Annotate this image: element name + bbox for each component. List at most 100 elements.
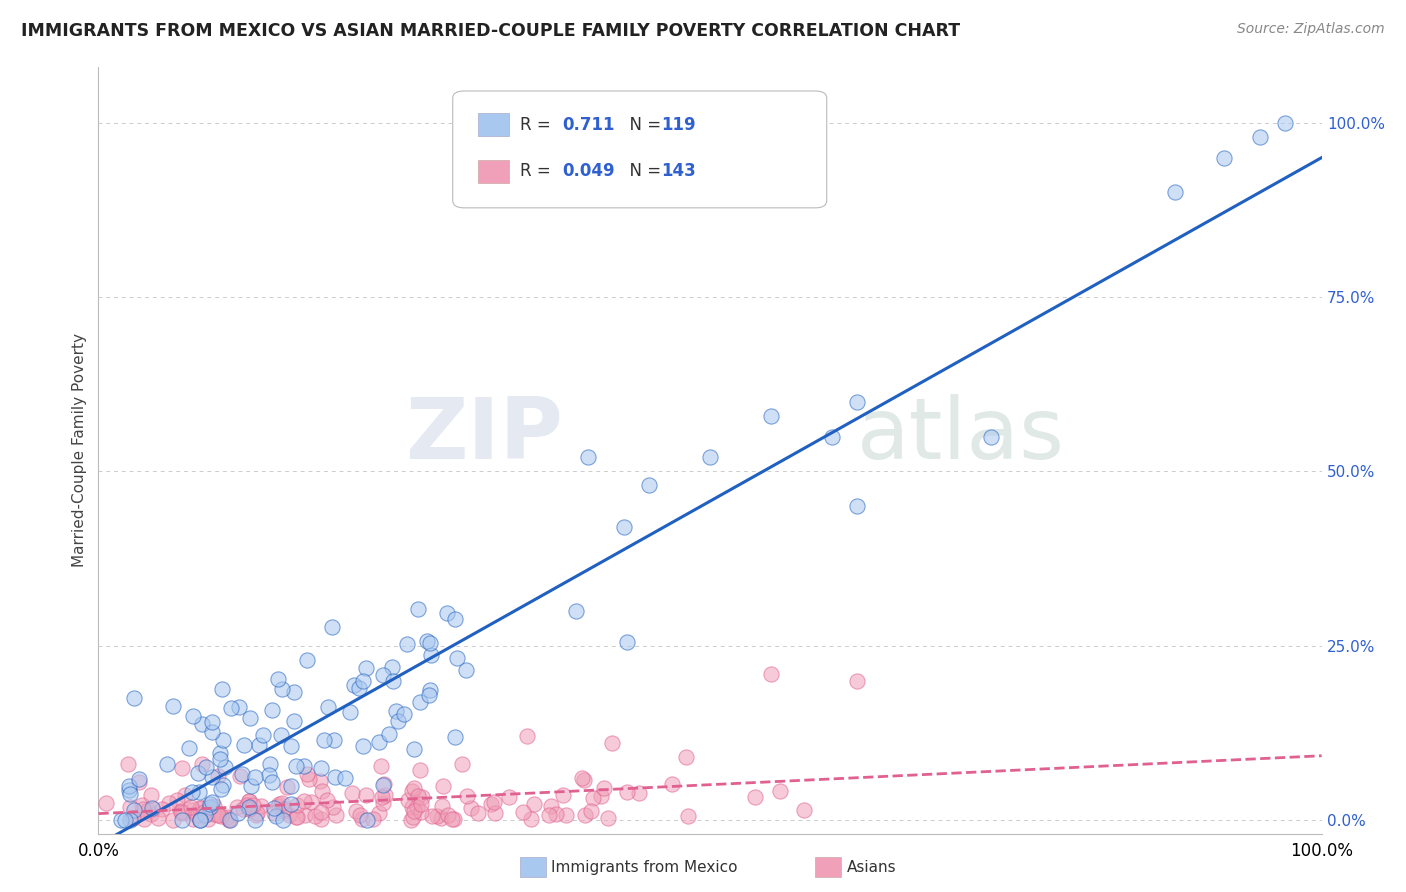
Point (515, 730, 537, 744)
Point (371, 668, 394, 682)
Point (260, 775, 283, 789)
Point (540, 798, 562, 813)
Point (321, 620, 343, 634)
Text: ZIP: ZIP (405, 393, 564, 476)
Text: IMMIGRANTS FROM MEXICO VS ASIAN MARRIED-COUPLE FAMILY POVERTY CORRELATION CHART: IMMIGRANTS FROM MEXICO VS ASIAN MARRIED-… (21, 22, 960, 40)
Point (419, 648, 441, 662)
Point (1274, 116, 1296, 130)
Point (349, 681, 371, 695)
Point (628, 786, 651, 800)
Point (269, 797, 291, 811)
Point (218, 813, 240, 827)
Point (110, 813, 132, 827)
Point (426, 808, 449, 822)
Point (157, 796, 180, 810)
Point (980, 429, 1002, 443)
Point (596, 811, 619, 825)
Point (211, 733, 233, 747)
Point (325, 807, 347, 822)
Point (190, 800, 212, 814)
Point (387, 714, 409, 728)
Point (191, 801, 214, 815)
Point (122, 691, 145, 706)
Point (401, 799, 423, 814)
Point (188, 785, 211, 799)
Point (418, 688, 440, 702)
Point (299, 795, 322, 809)
Point (538, 808, 561, 822)
Point (845, 500, 868, 514)
Point (187, 807, 209, 822)
Point (136, 804, 159, 818)
Point (236, 797, 259, 812)
Point (356, 813, 378, 827)
Point (131, 797, 153, 812)
Point (304, 809, 326, 823)
Point (370, 789, 392, 804)
Point (373, 776, 395, 790)
Point (217, 810, 239, 824)
Point (219, 813, 242, 827)
Point (411, 789, 433, 804)
Point (209, 809, 232, 823)
Point (554, 808, 576, 822)
Point (370, 759, 392, 773)
Point (374, 788, 396, 802)
Point (661, 777, 683, 791)
Point (574, 772, 596, 787)
Point (308, 773, 330, 788)
Point (180, 785, 202, 799)
Point (128, 772, 150, 786)
Point (342, 786, 364, 800)
Point (271, 682, 294, 697)
Point (415, 634, 437, 648)
Point (343, 678, 366, 692)
Point (201, 770, 224, 784)
Point (460, 801, 482, 815)
Point (378, 727, 401, 741)
Text: R =: R = (520, 116, 557, 134)
Point (284, 758, 307, 772)
Point (401, 784, 423, 798)
Text: 0.711: 0.711 (562, 116, 614, 134)
Point (186, 808, 208, 822)
Point (238, 799, 260, 814)
Point (768, 784, 790, 798)
Point (294, 808, 316, 822)
Point (273, 804, 295, 818)
Point (211, 778, 233, 792)
Point (367, 805, 389, 820)
Point (132, 812, 155, 826)
Point (148, 811, 170, 825)
Point (845, 673, 868, 688)
Point (406, 799, 429, 814)
Point (117, 757, 139, 772)
Point (576, 450, 599, 465)
Point (352, 739, 374, 754)
Point (456, 663, 478, 677)
Point (198, 797, 221, 811)
Text: Source: ZipAtlas.com: Source: ZipAtlas.com (1237, 22, 1385, 37)
Point (352, 812, 374, 826)
Point (190, 813, 212, 827)
Point (166, 793, 188, 807)
Point (761, 666, 783, 681)
Point (194, 808, 217, 822)
Point (250, 798, 273, 813)
Point (311, 805, 333, 819)
Point (761, 409, 783, 423)
Point (456, 789, 478, 803)
Point (484, 805, 506, 820)
Point (419, 636, 441, 650)
Point (263, 801, 285, 815)
Point (267, 672, 290, 686)
Point (141, 807, 163, 822)
Point (170, 804, 193, 818)
Point (637, 478, 661, 492)
Point (443, 731, 465, 745)
Point (273, 802, 295, 816)
Point (565, 604, 588, 618)
Point (409, 695, 432, 709)
Point (207, 808, 229, 822)
Point (121, 811, 143, 825)
